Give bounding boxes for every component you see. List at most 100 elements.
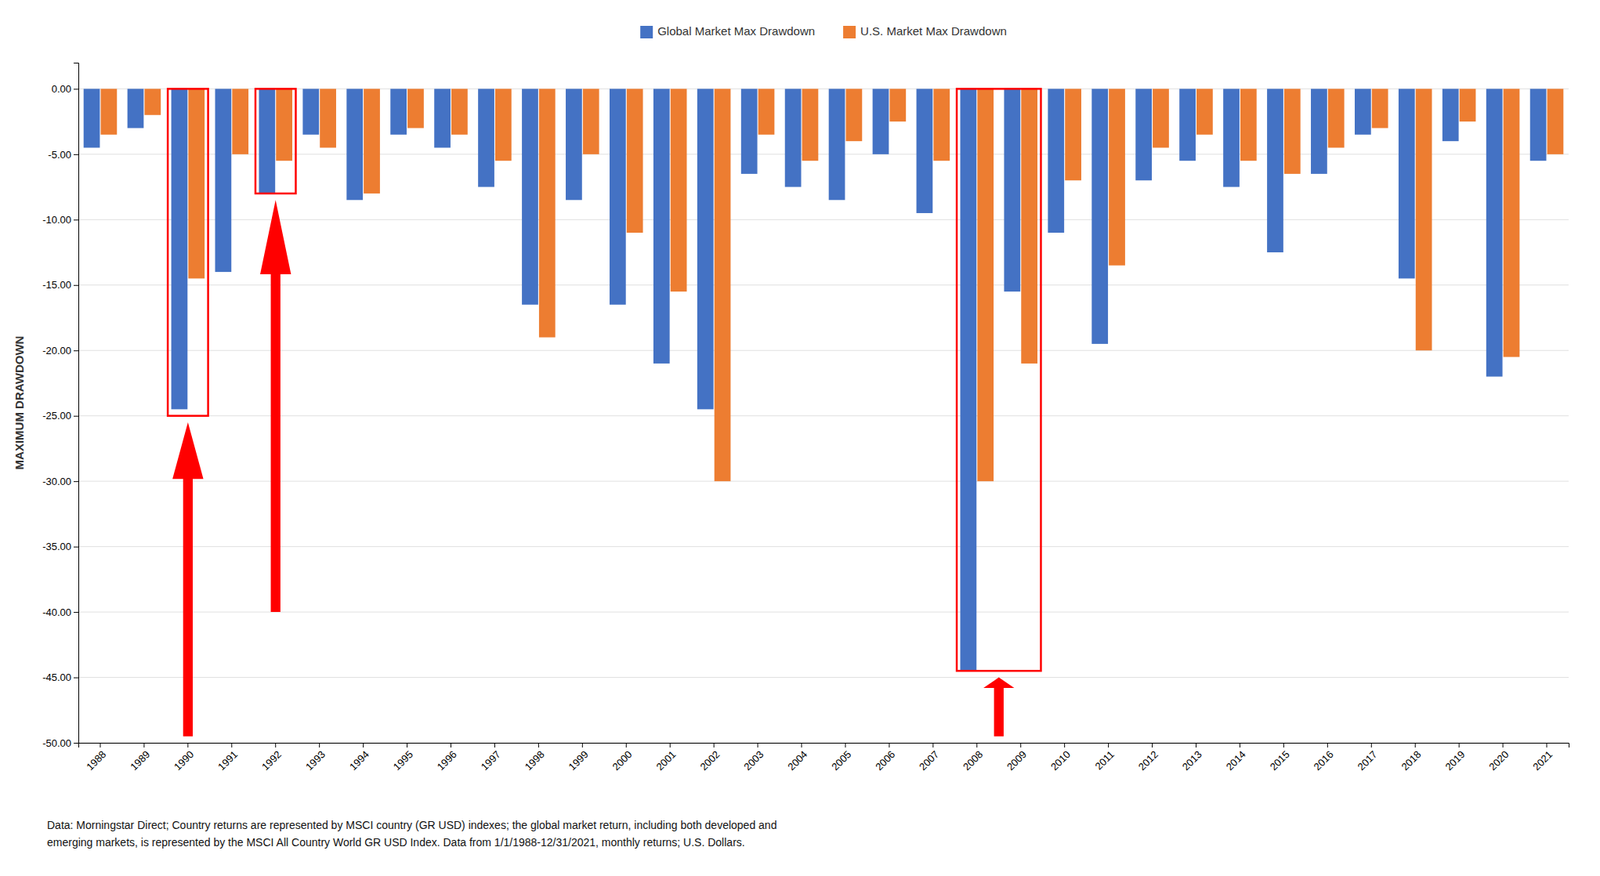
- y-tick-label: 0.00: [51, 83, 72, 95]
- chart: 0.00 -5.00 -10.00 -15.00 -20.00 -25.00 -30.00 -…: [0, 0, 1600, 876]
- y-tick-mark: [73, 416, 79, 417]
- grid-line: [78, 219, 1569, 221]
- bar: [521, 88, 539, 305]
- x-tick: 2018: [1398, 742, 1423, 773]
- grid-line: [78, 153, 1569, 155]
- x-tick-label: 1993: [303, 748, 328, 773]
- bar: [1152, 88, 1170, 148]
- x-tick-mark: [757, 742, 759, 748]
- y-tick: -25.00: [42, 409, 79, 422]
- y-tick-label: -5.00: [47, 148, 72, 161]
- y-tick-mark: [73, 546, 79, 548]
- bar: [1266, 88, 1284, 253]
- bar: [1135, 88, 1152, 181]
- y-tick-label: -25.00: [42, 409, 72, 422]
- bar: [1354, 88, 1372, 134]
- bar: [828, 88, 846, 200]
- bar: [451, 88, 468, 134]
- x-tick-label: 1996: [434, 748, 460, 773]
- x-tick: 2001: [653, 742, 678, 773]
- bar: [319, 88, 337, 148]
- bar: [1415, 88, 1433, 351]
- bar: [275, 88, 293, 161]
- bar: [582, 88, 600, 154]
- bar: [1310, 88, 1328, 174]
- grid-line: [78, 546, 1569, 547]
- bar: [1547, 88, 1564, 154]
- y-tick-mark: [73, 481, 79, 482]
- bar: [215, 88, 232, 272]
- x-tick-label: 2014: [1223, 748, 1249, 773]
- bar: [609, 88, 627, 305]
- y-tick-label: -35.00: [42, 540, 72, 553]
- bar: [714, 88, 732, 482]
- bar: [83, 88, 101, 148]
- x-tick-mark: [888, 742, 890, 748]
- x-tick-mark: [976, 742, 978, 748]
- x-tick-label: 1999: [566, 748, 591, 773]
- x-tick: 2020: [1486, 742, 1511, 773]
- grid: [78, 88, 1569, 743]
- x-tick-mark: [1546, 742, 1548, 748]
- y-tick: -40.00: [42, 606, 79, 619]
- y-tick-mark: [73, 154, 79, 156]
- x-tick-mark: [1327, 742, 1329, 748]
- x-tick: 2000: [610, 742, 635, 773]
- x-tick-mark: [1283, 742, 1285, 748]
- x-tick-mark: [538, 742, 540, 748]
- x-tick: 2005: [828, 742, 854, 773]
- x-tick-label: 2001: [653, 748, 678, 773]
- y-tick: -5.00: [47, 148, 79, 161]
- bar: [802, 88, 819, 161]
- highlight-box: [167, 88, 208, 416]
- x-tick-label: 2005: [828, 748, 854, 773]
- y-tick-label: -40.00: [42, 606, 72, 619]
- x-tick: 2007: [916, 742, 942, 773]
- x-tick-mark: [844, 742, 846, 748]
- bar: [302, 88, 319, 134]
- bar: [1398, 88, 1416, 279]
- x-tick-label: 2021: [1530, 748, 1555, 773]
- x-tick-mark: [801, 742, 803, 748]
- y-tick: -15.00: [42, 278, 79, 291]
- y-tick-label: -50.00: [42, 737, 72, 750]
- highlight-box: [956, 88, 1041, 671]
- bar: [889, 88, 906, 122]
- y-tick-label: -30.00: [42, 475, 72, 488]
- x-axis: 1988198919901991199219931994199519961997…: [79, 742, 1570, 773]
- x-tick-mark: [318, 742, 320, 748]
- x-tick-label: 2012: [1136, 748, 1161, 773]
- legend-item: Global Market Max Drawdown: [640, 24, 815, 39]
- x-tick-label: 2000: [610, 748, 635, 773]
- bar: [565, 88, 583, 200]
- y-tick: -20.00: [42, 344, 79, 357]
- bar: [653, 88, 670, 364]
- x-tick-mark: [582, 742, 583, 748]
- y-tick-mark: [73, 611, 79, 613]
- bar: [1284, 88, 1301, 174]
- bar: [1091, 88, 1108, 344]
- y-tick-label: -10.00: [42, 213, 72, 226]
- bar: [846, 88, 863, 142]
- grid-line: [78, 481, 1569, 482]
- grid-line: [78, 415, 1569, 417]
- bar: [1196, 88, 1213, 134]
- x-tick-mark: [1064, 742, 1065, 748]
- bar: [1486, 88, 1503, 377]
- y-tick: -50.00: [42, 737, 79, 750]
- bar: [171, 88, 189, 410]
- bar: [407, 88, 424, 128]
- legend-label: Global Market Max Drawdown: [657, 24, 815, 38]
- x-tick: 1998: [522, 742, 547, 773]
- footnote-line: Data: Morningstar Direct; Country return…: [47, 818, 777, 832]
- x-tick: 1991: [215, 742, 240, 773]
- x-tick-mark: [1020, 742, 1021, 748]
- x-tick-label: 2020: [1486, 748, 1511, 773]
- bar: [1064, 88, 1082, 181]
- bar: [1108, 88, 1126, 265]
- bar: [916, 88, 934, 214]
- x-tick-mark: [275, 742, 276, 748]
- footnote: Data: Morningstar Direct; Country return…: [47, 818, 777, 849]
- x-tick: 2008: [960, 742, 985, 773]
- bar: [670, 88, 688, 292]
